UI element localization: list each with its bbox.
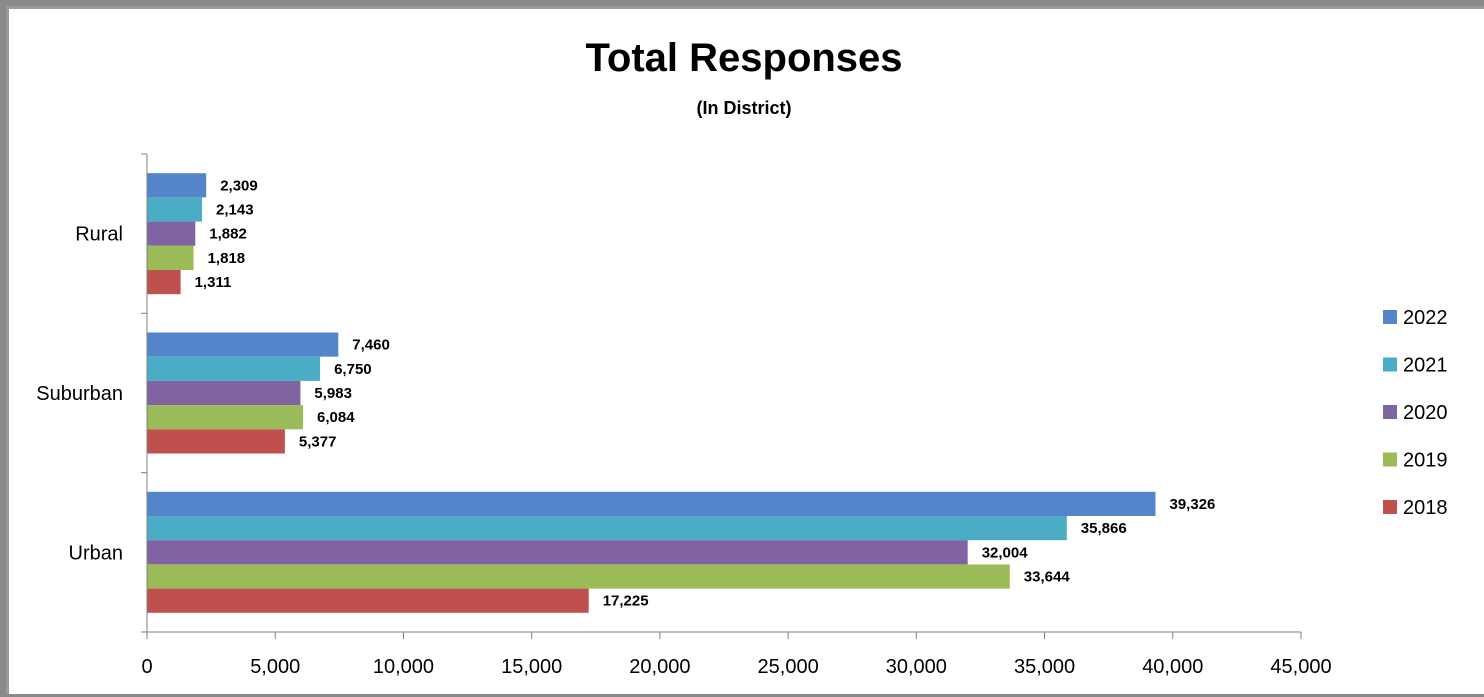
data-label-suburban-2020: 5,983 [314, 385, 352, 402]
x-tick-label: 5,000 [250, 656, 300, 678]
legend-label-2021: 2021 [1403, 355, 1448, 377]
x-tick-label: 40,000 [1142, 656, 1203, 678]
data-label-suburban-2018: 5,377 [299, 433, 337, 450]
chart-svg: Total Responses (In District) 2,309 2,143… [36, 36, 1448, 678]
bar-rural-2022 [147, 173, 207, 198]
bar-suburban-2019 [147, 405, 303, 430]
x-tick-label: 30,000 [886, 656, 947, 678]
data-label-rural-2018: 1,311 [195, 274, 232, 291]
data-label-rural-2020: 1,882 [209, 226, 247, 243]
legend-swatch-2019 [1383, 452, 1397, 467]
x-tick-label: 10,000 [373, 656, 434, 678]
legend: 2022 2021 2020 2019 2018 [1383, 307, 1448, 519]
data-label-rural-2022: 2,309 [220, 177, 258, 194]
legend-label-2019: 2019 [1403, 450, 1448, 472]
x-tick-label: 15,000 [501, 656, 562, 678]
bar-rural-2021 [147, 197, 202, 222]
data-label-urban-2019: 33,644 [1024, 569, 1071, 586]
x-tick-label: 20,000 [629, 656, 690, 678]
bar-suburban-2020 [147, 380, 301, 406]
legend-label-2020: 2020 [1403, 402, 1448, 424]
legend-swatch-2020 [1383, 405, 1397, 419]
chart-frame: Total Responses (In District) 2,309 2,143… [6, 6, 1484, 694]
data-label-urban-2018: 17,225 [603, 593, 649, 610]
bar-urban-2020 [147, 540, 968, 565]
x-tick-label: 0 [141, 656, 152, 678]
bar-suburban-2018 [147, 429, 285, 454]
bar-suburban-2021 [147, 356, 321, 381]
x-tick-label: 35,000 [1014, 656, 1075, 678]
data-label-urban-2021: 35,866 [1081, 520, 1127, 537]
data-label-suburban-2019: 6,084 [317, 409, 355, 426]
category-label-rural: Rural [75, 224, 123, 246]
legend-label-2022: 2022 [1403, 307, 1448, 329]
bar-urban-2022 [147, 491, 1156, 516]
bar-rural-2019 [147, 245, 194, 270]
data-label-suburban-2021: 6,750 [334, 361, 372, 378]
chart-title: Total Responses [585, 36, 902, 80]
data-label-urban-2022: 39,326 [1170, 496, 1216, 513]
data-label-rural-2019: 1,818 [208, 250, 246, 267]
data-label-suburban-2022: 7,460 [352, 337, 390, 354]
legend-swatch-2022 [1383, 310, 1397, 324]
bars-layer: 2,309 2,143 1,882 1,818 1,311 7,460 6,750 5,983… [147, 173, 1215, 613]
data-label-rural-2021: 2,143 [216, 202, 254, 219]
x-tick-label: 25,000 [758, 656, 819, 678]
chart-subtitle: (In District) [696, 98, 791, 118]
data-label-urban-2020: 32,004 [982, 544, 1029, 561]
legend-label-2018: 2018 [1403, 497, 1448, 519]
legend-swatch-2021 [1383, 357, 1397, 372]
legend-swatch-2018 [1383, 500, 1397, 514]
category-label-suburban: Suburban [36, 383, 123, 405]
bar-rural-2018 [147, 270, 181, 295]
bar-urban-2018 [147, 588, 589, 613]
bar-urban-2021 [147, 516, 1067, 541]
category-label-urban: Urban [69, 542, 123, 564]
x-tick-label: 45,000 [1270, 656, 1331, 678]
bar-urban-2019 [147, 564, 1010, 589]
bar-suburban-2022 [147, 332, 339, 357]
axes-layer: Rural Suburban Urban 0 5,000 10,000 15,000 20,0… [36, 153, 1332, 678]
bar-rural-2020 [147, 221, 196, 246]
